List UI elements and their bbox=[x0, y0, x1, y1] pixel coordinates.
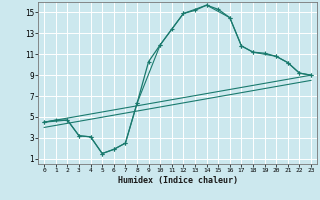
X-axis label: Humidex (Indice chaleur): Humidex (Indice chaleur) bbox=[118, 176, 238, 185]
